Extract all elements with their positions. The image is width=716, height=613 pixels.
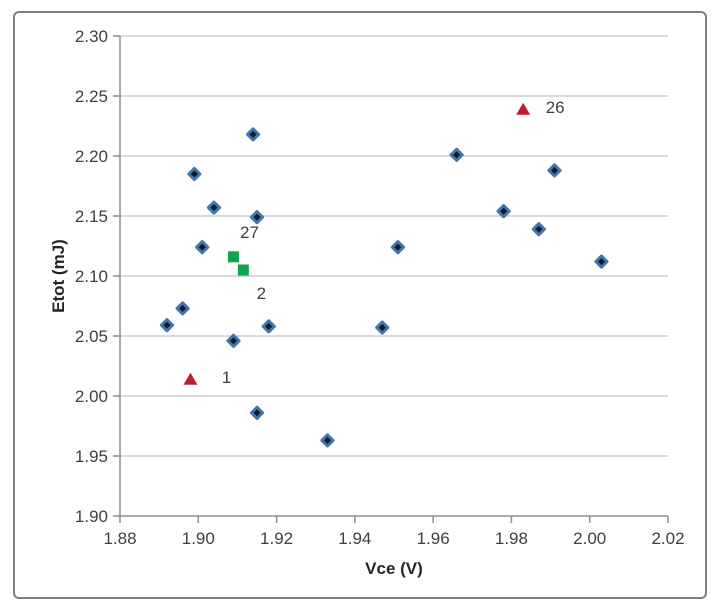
y-tick-label: 1.95 — [75, 447, 108, 466]
data-point-diamond — [594, 254, 609, 269]
data-point-diamond — [531, 222, 546, 237]
data-point-diamond — [320, 433, 335, 448]
y-tick-label: 2.25 — [75, 87, 108, 106]
y-tick-label: 1.90 — [75, 507, 108, 526]
y-axis-title: Etot (mJ) — [49, 239, 68, 313]
data-point-diamond — [187, 166, 202, 182]
data-point-diamond — [226, 333, 241, 348]
y-tick-label: 2.05 — [75, 327, 108, 346]
y-tick-label: 2.20 — [75, 147, 108, 166]
x-tick-label: 2.00 — [573, 529, 606, 548]
data-point-diamond — [245, 127, 261, 142]
data-point-labels: 26 1 27 2 — [222, 98, 565, 387]
data-point-diamond — [249, 405, 265, 420]
y-tick-label: 2.10 — [75, 267, 108, 286]
x-tick-label: 1.98 — [495, 529, 528, 548]
x-tick-label: 1.92 — [260, 529, 293, 548]
point-label: 26 — [546, 98, 565, 117]
data-point-diamond — [496, 204, 511, 219]
data-point-triangle — [183, 372, 198, 385]
y-tick-label: 2.15 — [75, 207, 108, 226]
point-label: 1 — [222, 368, 231, 387]
data-point-diamond — [390, 240, 406, 255]
x-tick-label: 1.94 — [338, 529, 371, 548]
x-tick-label: 1.90 — [182, 529, 215, 548]
data-point-diamond — [175, 301, 190, 316]
data-point-triangle — [516, 102, 531, 115]
chart-border — [13, 11, 707, 599]
data-point-diamond — [195, 240, 210, 255]
x-tick-label: 1.96 — [417, 529, 450, 548]
y-tick-label: 2.30 — [75, 27, 108, 46]
x-axis-title: Vce (V) — [365, 559, 423, 578]
point-label: 2 — [257, 284, 266, 303]
data-point-diamond — [449, 147, 464, 162]
data-point-square — [228, 251, 240, 263]
data-point-square — [237, 264, 249, 276]
data-point-diamond — [206, 200, 222, 215]
y-tick-label: 2.00 — [75, 387, 108, 406]
data-point-diamond — [261, 319, 276, 334]
point-label: 27 — [240, 223, 259, 242]
x-axis-tick-labels: 1.88 1.90 1.92 1.94 1.96 1.98 2.00 2.02 — [103, 529, 684, 548]
y-axis-tick-labels: 1.90 1.95 2.00 2.05 2.10 2.15 2.20 2.25 2.30 — [75, 27, 108, 526]
data-point-diamond — [249, 210, 265, 225]
x-tick-label: 2.02 — [651, 529, 684, 548]
data-point-diamond — [159, 318, 175, 333]
x-tick-label: 1.88 — [103, 529, 136, 548]
data-points — [159, 102, 609, 448]
tick-marks — [113, 35, 669, 523]
gridlines — [120, 35, 668, 457]
data-point-diamond — [375, 320, 390, 335]
data-point-diamond — [547, 163, 562, 178]
